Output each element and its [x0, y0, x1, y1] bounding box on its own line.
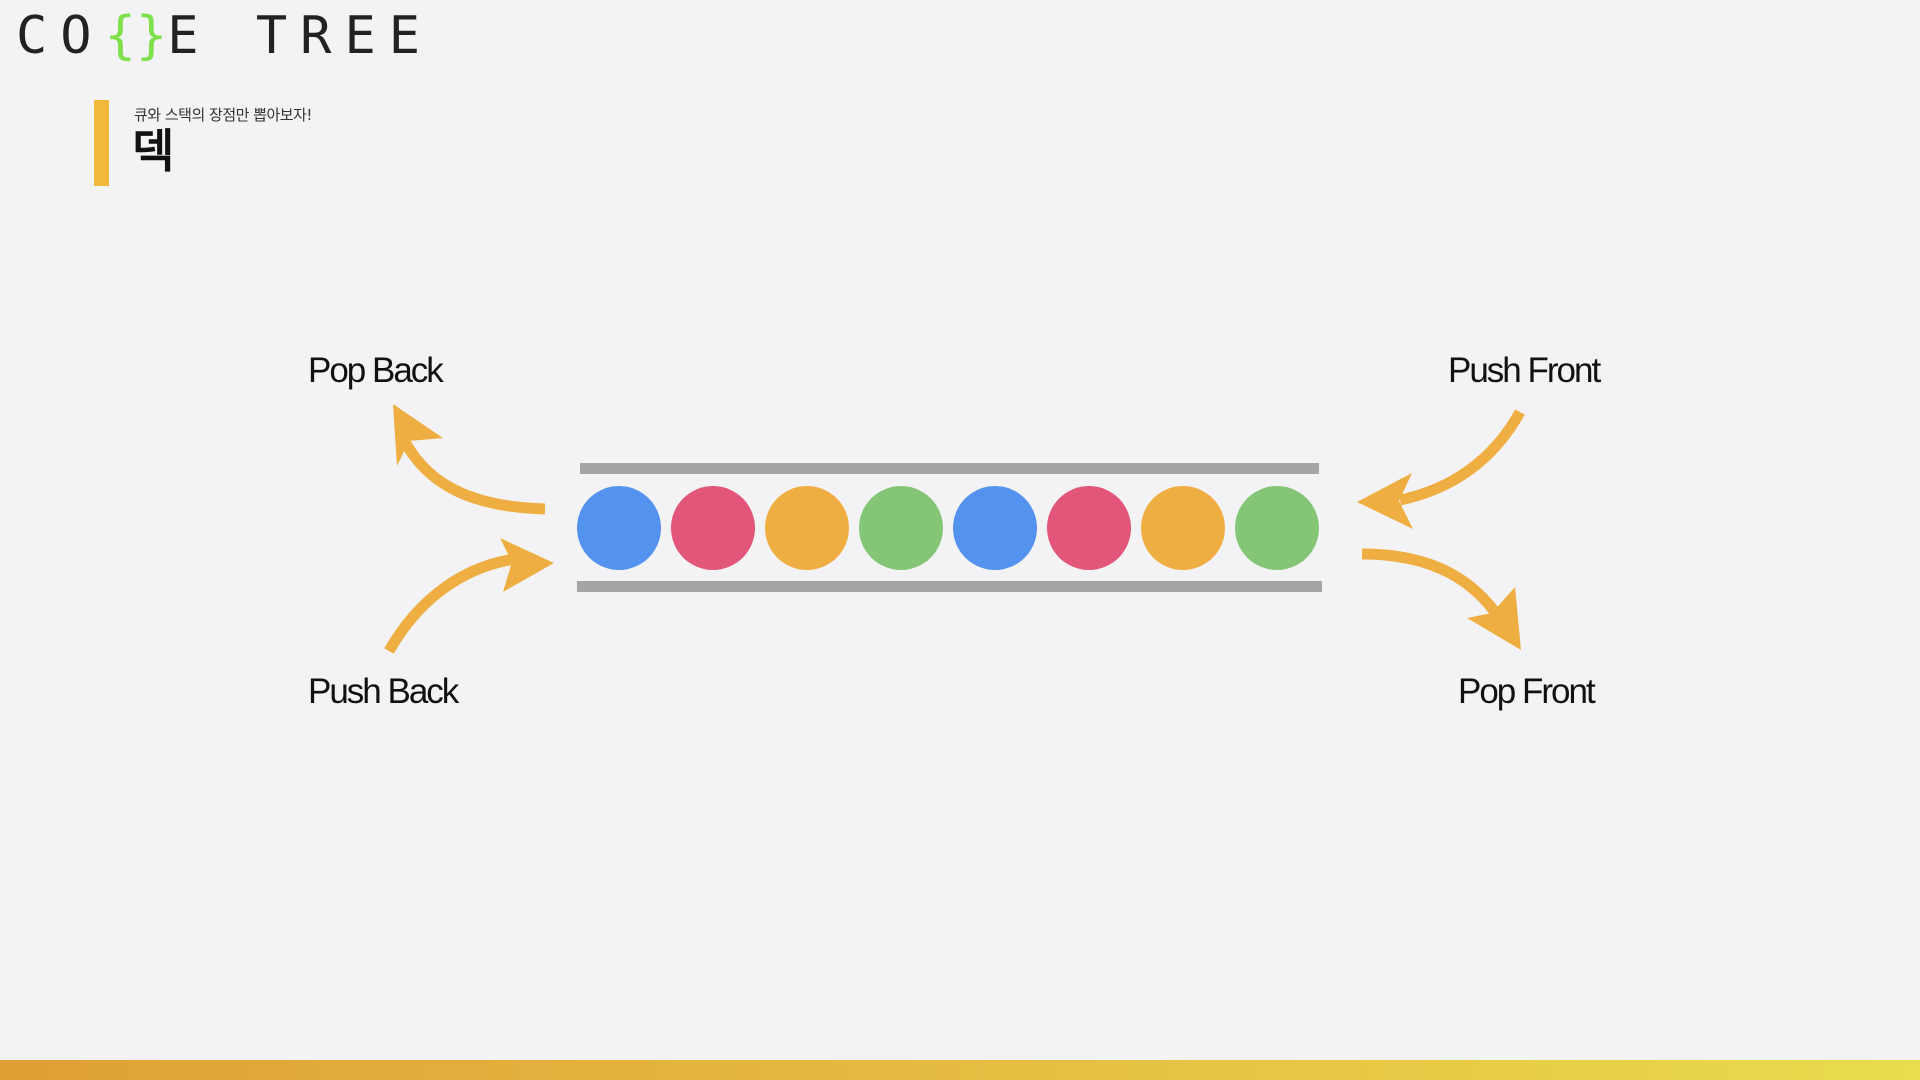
deque-element-orange — [765, 486, 849, 570]
pop-back-arrow-icon — [393, 404, 546, 515]
deque-element-green — [1235, 486, 1319, 570]
code-tree-logo: CO{}E TREE — [16, 10, 433, 62]
push-back-label: Push Back — [308, 672, 460, 711]
pop-front-arrow-icon — [1361, 548, 1521, 650]
deque-element-green — [859, 486, 943, 570]
pop-front-label: Pop Front — [1458, 672, 1596, 711]
deque-top-rail — [580, 463, 1319, 474]
deque-bottom-rail — [577, 581, 1322, 592]
pop-back-label: Pop Back — [308, 351, 444, 390]
logo-text-start: CO — [16, 6, 105, 66]
deque-element-blue — [577, 486, 661, 570]
push-front-label: Push Front — [1448, 351, 1601, 390]
logo-brace-icon: {} — [104, 6, 168, 66]
logo-text-end: E TREE — [167, 6, 434, 66]
deque-element-pink — [1047, 486, 1131, 570]
deque-element-orange — [1141, 486, 1225, 570]
page-title: 덱 — [132, 124, 175, 178]
push-front-arrow-icon — [1357, 409, 1525, 529]
push-back-arrow-icon — [384, 538, 554, 654]
deque-elements — [577, 486, 1319, 570]
bottom-accent-bar — [0, 1060, 1920, 1080]
page-subtitle: 큐와 스택의 장점만 뽑아보자! — [134, 106, 312, 124]
deque-element-pink — [671, 486, 755, 570]
deque-element-blue — [953, 486, 1037, 570]
title-accent-bar — [94, 100, 109, 186]
